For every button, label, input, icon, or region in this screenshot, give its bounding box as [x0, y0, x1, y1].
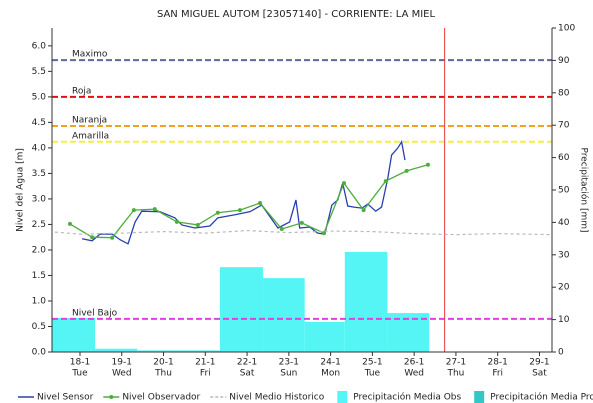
x-tick-day: Wed: [112, 369, 132, 379]
observer-point: [341, 181, 346, 186]
observer-point: [215, 210, 220, 215]
y-tick-label: 0.0: [32, 348, 47, 358]
x-tick-label: 24-1: [320, 358, 340, 368]
x-tick-day: Fri: [200, 369, 211, 379]
x-tick-label: 28-1: [487, 358, 507, 368]
legend-swatch: [337, 391, 348, 403]
x-tick-day: Tue: [71, 369, 88, 379]
precip-bar: [262, 278, 305, 352]
observer-point: [279, 227, 284, 232]
observer-point: [131, 208, 136, 213]
x-tick-label: 27-1: [446, 358, 466, 368]
legend-label: Nivel Medio Historico: [229, 393, 324, 403]
observer-point: [110, 235, 115, 240]
y2-tick-label: 100: [558, 24, 575, 34]
y2-tick-label: 20: [558, 283, 570, 293]
x-tick-label: 25-1: [362, 358, 382, 368]
precip-bar: [219, 267, 263, 352]
observer-point: [361, 208, 366, 213]
y-tick-label: 5.5: [32, 67, 46, 77]
threshold-label: Amarilla: [72, 131, 109, 141]
y2-tick-label: 40: [558, 218, 570, 228]
x-tick-day: Tue: [364, 369, 381, 379]
legend-swatch: [474, 391, 485, 403]
chart-title: SAN MIGUEL AUTOM [23057140] - CORRIENTE:…: [157, 9, 436, 20]
y-tick-label: 2.5: [32, 220, 46, 230]
x-tick-label: 23-1: [279, 358, 299, 368]
y-tick-label: 4.5: [32, 118, 46, 128]
x-tick-label: 26-1: [404, 358, 424, 368]
precip-bar: [304, 321, 345, 352]
y2-tick-label: 90: [558, 56, 570, 66]
observer-point: [404, 168, 409, 173]
x-tick-day: Fri: [492, 369, 503, 379]
observer-point: [67, 221, 72, 226]
series-line: [81, 139, 406, 245]
x-tick-day: Sat: [532, 369, 547, 379]
observer-point: [174, 219, 179, 224]
observer-point: [90, 235, 95, 240]
y2-tick-label: 70: [558, 121, 570, 131]
observer-point: [237, 208, 242, 213]
y-tick-label: 5.0: [32, 92, 47, 102]
x-tick-day: Sun: [280, 369, 297, 379]
y-tick-label: 0.5: [32, 322, 46, 332]
legend-marker: [109, 395, 114, 399]
y-tick-label: 3.5: [32, 169, 46, 179]
x-tick-label: 20-1: [153, 358, 173, 368]
y2-tick-label: 60: [558, 153, 570, 163]
y-tick-label: 6.0: [32, 41, 47, 51]
x-tick-day: Wed: [404, 369, 424, 379]
x-tick-label: 21-1: [195, 358, 215, 368]
y-tick-label: 1.0: [32, 296, 47, 306]
legend-label: Precipitación Media Pro: [490, 392, 593, 403]
series-line: [54, 229, 553, 236]
y2-tick-label: 10: [558, 315, 570, 325]
y-tick-label: 1.5: [32, 271, 46, 281]
observer-point: [299, 220, 304, 225]
threshold-label: Roja: [72, 86, 91, 96]
precip-bar: [344, 251, 388, 352]
x-tick-day: Thu: [446, 369, 464, 379]
y2-tick-label: 0: [558, 348, 564, 358]
threshold-label: Naranja: [72, 115, 107, 125]
series-line: [69, 164, 429, 239]
x-tick-day: Mon: [321, 369, 340, 379]
observer-point: [425, 162, 430, 167]
legend-label: Precipitación Media Obs: [353, 392, 461, 403]
legend-label: Nivel Sensor: [37, 393, 94, 403]
threshold-label: Maximo: [72, 50, 108, 60]
x-tick-day: Thu: [154, 369, 172, 379]
y2-tick-label: 50: [558, 186, 570, 196]
precip-bar: [52, 317, 96, 352]
y-tick-label: 2.0: [32, 245, 47, 255]
x-tick-day: Sat: [240, 369, 255, 379]
y-axis-label: Nivel del Agua [m]: [16, 148, 26, 232]
observer-point: [321, 231, 326, 236]
y2-axis-label: Precipitación [mm]: [579, 147, 590, 232]
observer-point: [383, 179, 388, 184]
y-tick-label: 4.0: [32, 143, 47, 153]
threshold-label: Nivel Bajo: [72, 308, 118, 318]
x-tick-label: 29-1: [529, 358, 549, 368]
precip-bar: [137, 350, 220, 352]
observer-point: [258, 201, 263, 206]
observer-point: [152, 207, 157, 212]
y2-tick-label: 30: [558, 250, 570, 260]
observer-point: [195, 222, 200, 227]
y-tick-label: 3.0: [32, 194, 47, 204]
precip-bar: [95, 348, 138, 352]
y2-tick-label: 80: [558, 88, 570, 98]
x-tick-label: 22-1: [237, 358, 257, 368]
legend-label: Nivel Observador: [122, 393, 200, 403]
x-tick-label: 19-1: [112, 358, 132, 368]
x-tick-label: 18-1: [70, 358, 90, 368]
